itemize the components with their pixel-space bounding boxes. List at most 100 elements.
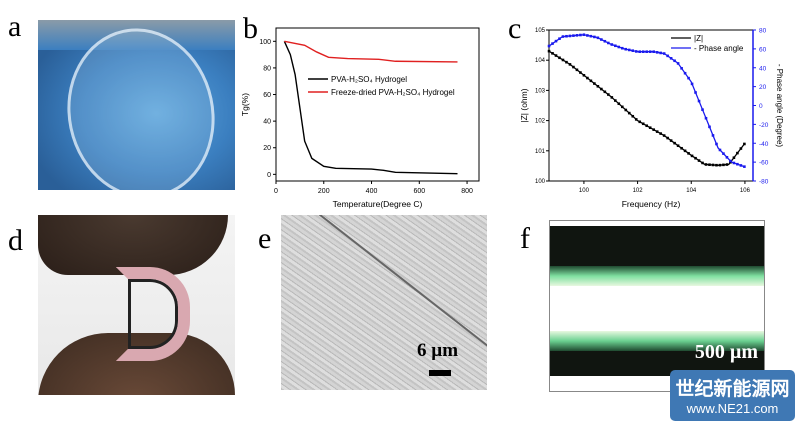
series-marker-0 (743, 142, 746, 146)
y2-tick-label: 0 (759, 103, 763, 110)
series-marker-0 (676, 144, 680, 148)
legend-label: PVA-H₂SO₄ Hydrogel (331, 75, 407, 84)
series-marker-0 (687, 152, 690, 155)
series-line-0 (548, 50, 746, 166)
series-marker-1 (600, 38, 603, 41)
series-marker-0 (725, 163, 729, 166)
x-tick-label: 400 (366, 188, 378, 195)
series-marker-1 (617, 45, 621, 49)
y-axis-label: Tg(%) (240, 93, 250, 116)
series-marker-1 (739, 164, 743, 167)
series-marker-1 (648, 50, 652, 54)
series-marker-0 (568, 63, 572, 66)
sem-image: 6 µm (281, 215, 487, 390)
series-marker-1 (627, 48, 631, 52)
series-marker-1 (687, 76, 690, 80)
y-tick-label: 80 (263, 65, 271, 72)
series-marker-1 (575, 34, 579, 37)
x-tick-label: 100 (579, 188, 590, 194)
series-marker-1 (572, 34, 575, 37)
series-marker-1 (568, 34, 572, 38)
y-tick-label: 105 (535, 28, 546, 34)
series-line-1 (284, 40, 458, 63)
y2-tick-label: -20 (759, 122, 769, 129)
y-axis-label: |Z| (ohm) (519, 88, 529, 122)
series-marker-0 (708, 163, 711, 167)
y2-axis-label: - Phase angle (Degree) (775, 64, 784, 147)
legend-label: Freeze-dried PVA-H₂SO₄ Hydrogel (331, 88, 455, 97)
series-marker-0 (631, 114, 635, 118)
series-marker-1 (725, 156, 729, 159)
series-marker-0 (732, 156, 736, 159)
series-marker-0 (565, 60, 568, 64)
series-marker-1 (624, 47, 628, 51)
panel-label-c: c (508, 12, 522, 45)
series-marker-1 (582, 33, 586, 37)
x-tick-label: 106 (740, 188, 751, 194)
series-marker-1 (708, 125, 711, 129)
series-marker-1 (736, 162, 739, 166)
series-marker-1 (722, 152, 725, 155)
panel-label-f: f (520, 222, 530, 255)
series-marker-1 (697, 99, 701, 103)
series-marker-1 (603, 39, 607, 43)
series-marker-1 (561, 35, 565, 38)
series-marker-0 (634, 118, 638, 121)
series-marker-1 (638, 50, 642, 54)
series-marker-0 (617, 102, 621, 105)
x-tick-label: 800 (461, 188, 473, 195)
series-marker-1 (743, 165, 746, 168)
series-marker-1 (659, 51, 662, 55)
series-marker-1 (652, 50, 655, 54)
series-marker-1 (676, 62, 680, 65)
series-marker-0 (638, 120, 642, 124)
panel-label-b: b (243, 12, 258, 45)
series-marker-1 (704, 116, 708, 120)
series-marker-0 (652, 128, 655, 131)
series-marker-1 (634, 50, 638, 53)
series-marker-0 (683, 149, 687, 153)
panel-label-e: e (258, 222, 272, 255)
hydrogel-photo (38, 20, 235, 190)
series-marker-0 (666, 136, 669, 140)
series-marker-1 (694, 91, 697, 94)
series-marker-0 (659, 132, 662, 135)
panel-label-d: d (8, 224, 23, 257)
y-tick-label: 101 (535, 149, 546, 155)
series-marker-1 (620, 46, 624, 50)
series-marker-1 (690, 82, 694, 86)
optical-micrograph: 500 µm (549, 220, 765, 392)
series-marker-0 (641, 122, 645, 126)
legend-label: - Phase angle (694, 44, 744, 53)
series-marker-0 (627, 111, 631, 115)
series-marker-0 (582, 74, 586, 77)
series-marker-0 (722, 163, 725, 167)
series-marker-0 (690, 154, 694, 158)
y-tick-label: 104 (535, 58, 546, 64)
y2-tick-label: 80 (759, 28, 767, 35)
y-tick-label: 20 (263, 145, 271, 152)
scale-bar-label-f: 500 µm (694, 341, 758, 363)
tga-chart: 0 200 400 600 800 0 20 40 60 80 100 Temperature(Deg… (240, 27, 480, 209)
y-tick-label: 100 (535, 179, 546, 185)
series-line-0 (283, 41, 458, 175)
series-marker-0 (648, 126, 652, 129)
scale-bar-e (429, 370, 451, 376)
y-tick-label: 40 (263, 119, 271, 126)
series-marker-0 (680, 146, 683, 150)
series-marker-1 (729, 159, 732, 163)
series-marker-0 (620, 105, 624, 109)
series-marker-0 (614, 99, 617, 102)
y-tick-label: 0 (267, 172, 271, 179)
x-axis-label: Frequency (Hz) (622, 199, 681, 209)
series-marker-1 (610, 43, 614, 46)
series-marker-0 (711, 163, 715, 167)
y2-tick-label: 40 (759, 65, 767, 72)
series-marker-0 (739, 147, 743, 150)
series-marker-0 (701, 161, 704, 165)
series-marker-1 (554, 39, 558, 43)
series-marker-0 (697, 159, 701, 162)
series-marker-0 (554, 54, 558, 57)
series-marker-0 (603, 90, 607, 94)
series-marker-1 (662, 52, 666, 55)
